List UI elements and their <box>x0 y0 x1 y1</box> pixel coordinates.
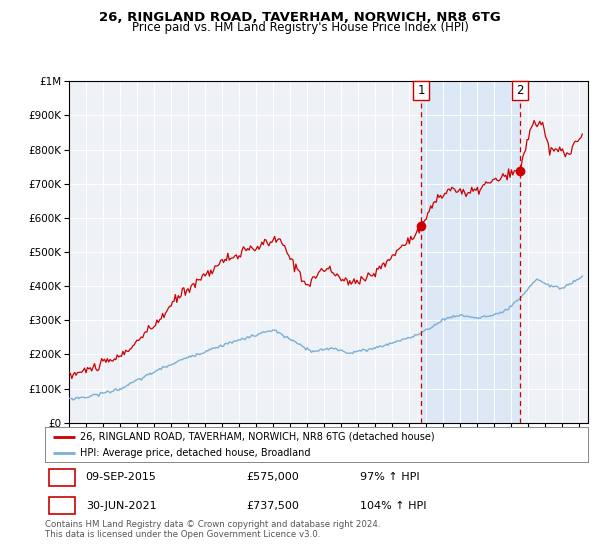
Text: £575,000: £575,000 <box>246 472 299 482</box>
FancyBboxPatch shape <box>49 469 75 486</box>
Text: 1: 1 <box>58 470 66 483</box>
Bar <box>421 81 520 423</box>
FancyBboxPatch shape <box>49 497 75 514</box>
Text: 26, RINGLAND ROAD, TAVERHAM, NORWICH, NR8 6TG (detached house): 26, RINGLAND ROAD, TAVERHAM, NORWICH, NR… <box>80 432 435 442</box>
Text: £737,500: £737,500 <box>246 501 299 511</box>
Text: Contains HM Land Registry data © Crown copyright and database right 2024.
This d: Contains HM Land Registry data © Crown c… <box>45 520 380 539</box>
Text: 2: 2 <box>516 84 524 97</box>
Text: 2: 2 <box>58 500 66 512</box>
Text: 97% ↑ HPI: 97% ↑ HPI <box>360 472 419 482</box>
Text: 104% ↑ HPI: 104% ↑ HPI <box>360 501 427 511</box>
Text: 30-JUN-2021: 30-JUN-2021 <box>86 501 157 511</box>
Text: HPI: Average price, detached house, Broadland: HPI: Average price, detached house, Broa… <box>80 449 311 458</box>
Text: 26, RINGLAND ROAD, TAVERHAM, NORWICH, NR8 6TG: 26, RINGLAND ROAD, TAVERHAM, NORWICH, NR… <box>99 11 501 25</box>
Text: 09-SEP-2015: 09-SEP-2015 <box>86 472 157 482</box>
Text: 1: 1 <box>418 84 425 97</box>
FancyBboxPatch shape <box>512 81 528 100</box>
Text: Price paid vs. HM Land Registry's House Price Index (HPI): Price paid vs. HM Land Registry's House … <box>131 21 469 35</box>
FancyBboxPatch shape <box>413 81 430 100</box>
